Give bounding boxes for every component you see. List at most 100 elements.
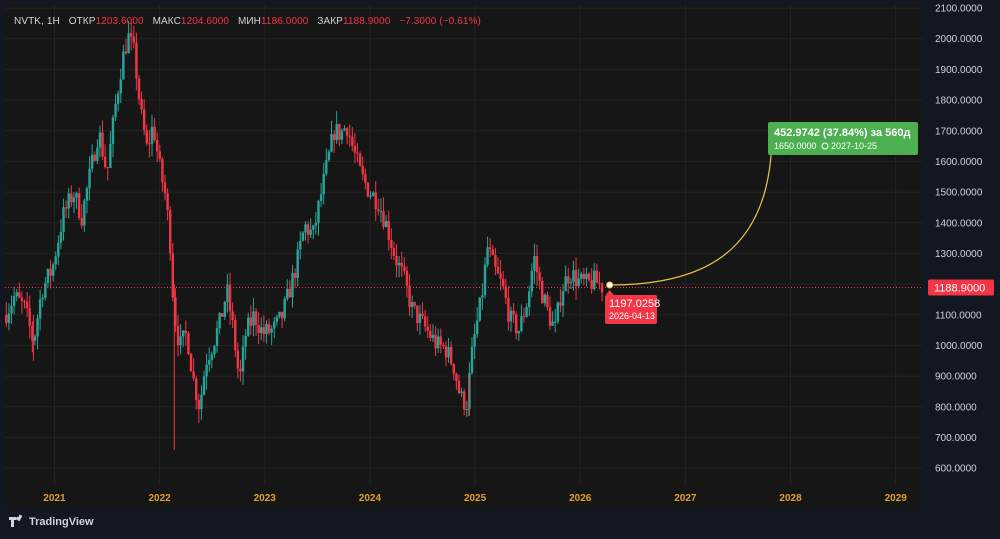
candle-body bbox=[444, 346, 448, 358]
candle-body bbox=[595, 270, 599, 283]
candle-body bbox=[567, 276, 570, 284]
candle-body bbox=[408, 285, 411, 308]
candle-body bbox=[585, 273, 588, 279]
candle-body bbox=[57, 242, 60, 257]
candle-body bbox=[434, 334, 437, 349]
candle-body bbox=[405, 270, 409, 286]
candle-body bbox=[439, 336, 442, 345]
projection-start-point[interactable] bbox=[606, 281, 614, 289]
open-label: ОТКР bbox=[68, 16, 96, 27]
candle-body bbox=[473, 333, 476, 347]
candle-body bbox=[70, 193, 73, 203]
candle-body bbox=[23, 301, 26, 303]
candle-body bbox=[340, 130, 344, 140]
y-tick-label: 1700.0000 bbox=[935, 126, 983, 137]
candle-body bbox=[291, 272, 294, 298]
candle-body bbox=[129, 33, 133, 37]
y-tick-label: 1300.0000 bbox=[935, 249, 983, 260]
candle-body bbox=[397, 262, 401, 266]
symbol-label[interactable]: NVTK, 1H bbox=[14, 16, 60, 27]
candle-body bbox=[421, 313, 424, 317]
candle-body bbox=[556, 302, 560, 322]
y-tick-label: 600.0000 bbox=[935, 464, 977, 475]
candle-body bbox=[554, 321, 557, 323]
candle-body bbox=[247, 317, 250, 336]
candle-body bbox=[436, 336, 440, 349]
candle-body bbox=[200, 394, 203, 410]
candle-body bbox=[551, 321, 554, 326]
candle-body bbox=[429, 330, 432, 338]
candle-body bbox=[114, 103, 117, 118]
candle-body bbox=[231, 311, 234, 321]
x-tick-label: 2021 bbox=[43, 493, 66, 504]
candle-body bbox=[161, 158, 164, 183]
candle-body bbox=[140, 99, 143, 110]
candle-body bbox=[517, 331, 521, 334]
candle-body bbox=[593, 270, 596, 290]
candle-body bbox=[148, 143, 151, 145]
candle-body bbox=[543, 294, 547, 304]
candle-body bbox=[499, 273, 502, 279]
candle-body bbox=[262, 327, 266, 335]
x-tick-label: 2022 bbox=[148, 493, 171, 504]
candle-body bbox=[46, 268, 50, 283]
candle-body bbox=[15, 292, 18, 297]
candle-body bbox=[288, 288, 292, 298]
candle-body bbox=[36, 318, 39, 337]
candle-body bbox=[51, 264, 55, 276]
candle-body bbox=[379, 210, 383, 212]
y-tick-label: 1500.0000 bbox=[935, 188, 983, 199]
candle-body bbox=[351, 136, 354, 146]
candle-body bbox=[494, 255, 497, 267]
candle-body bbox=[59, 231, 63, 243]
candle-body bbox=[119, 79, 122, 94]
plot-area[interactable] bbox=[5, 5, 922, 509]
price-axis[interactable]: 2100.0000 2000.0000 1900.0000 1800.0000 1700… bbox=[935, 4, 983, 475]
x-tick-label: 2023 bbox=[254, 493, 277, 504]
candle-body bbox=[184, 330, 188, 334]
candle-body bbox=[116, 93, 120, 104]
target-label[interactable]: 452.9742 (37.84%) за 560д 1650.0000 2027… bbox=[768, 122, 918, 155]
candle-body bbox=[49, 268, 52, 276]
candle-body bbox=[96, 147, 99, 161]
candle-body bbox=[374, 192, 377, 210]
start-label[interactable]: 1197.0258 2026-04-13 bbox=[605, 290, 660, 325]
high-label: МАКС bbox=[152, 16, 181, 27]
candle-body bbox=[572, 270, 575, 282]
last-price-tag: 1188.9000 bbox=[928, 279, 994, 296]
candle-body bbox=[226, 284, 229, 303]
candle-body bbox=[293, 272, 297, 279]
candle-body bbox=[142, 109, 146, 131]
tradingview-logo-icon bbox=[9, 514, 25, 527]
candle-body bbox=[338, 124, 341, 140]
candle-body bbox=[486, 247, 489, 265]
candle-body bbox=[195, 378, 198, 401]
candle-body bbox=[515, 314, 518, 334]
candle-body bbox=[384, 221, 388, 227]
x-tick-label: 2024 bbox=[359, 493, 382, 504]
candle-body bbox=[166, 193, 169, 211]
candle-body bbox=[496, 266, 500, 274]
projection-curve[interactable] bbox=[609, 146, 773, 286]
high-value: 1204.6000 bbox=[180, 16, 230, 27]
candle-body bbox=[286, 288, 289, 299]
candle-body bbox=[449, 346, 453, 364]
candle-body bbox=[280, 311, 284, 319]
tradingview-logo[interactable]: TradingView bbox=[9, 514, 94, 528]
x-tick-label: 2029 bbox=[885, 493, 908, 504]
candle-body bbox=[127, 33, 130, 54]
y-tick-label: 1600.0000 bbox=[935, 157, 983, 168]
candle-body bbox=[356, 152, 359, 154]
time-axis[interactable]: 2021 2022 2023 2024 2025 2026 2027 2028 2029 bbox=[43, 493, 907, 504]
candle-body bbox=[548, 307, 552, 326]
candle-body bbox=[202, 376, 206, 395]
candle-body bbox=[403, 266, 406, 271]
candle-body bbox=[366, 182, 370, 197]
candle-body bbox=[228, 284, 232, 312]
candle-body bbox=[215, 328, 219, 346]
candle-body bbox=[197, 400, 201, 410]
target-change-text: 452.9742 (37.84%) за 560д bbox=[774, 127, 910, 139]
candle-body bbox=[241, 346, 245, 372]
low-value: 1186.0000 bbox=[261, 16, 309, 27]
